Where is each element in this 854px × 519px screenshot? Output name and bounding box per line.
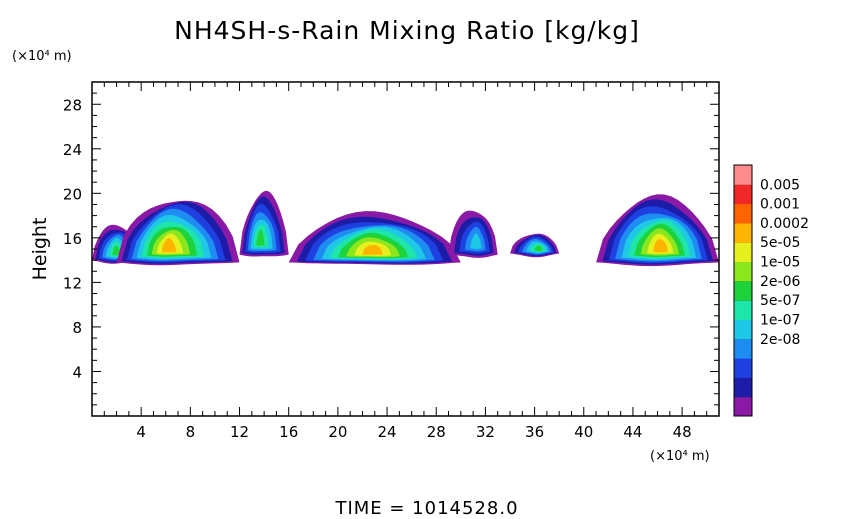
x-tick-label: 28 (427, 423, 446, 441)
colorbar-label: 2e-08 (760, 332, 800, 348)
colorbar-swatch (734, 261, 752, 282)
y-tick-label: 12 (63, 274, 82, 292)
x-tick-label: 8 (186, 423, 196, 441)
cloud-band (596, 194, 719, 267)
colorbar-swatch (734, 300, 752, 320)
contour-level (256, 229, 265, 246)
plot-area (92, 190, 719, 267)
x-tick-label: 36 (525, 423, 544, 441)
colorbar-swatch (734, 184, 752, 205)
y-axis-unit: (×10⁴ m) (12, 49, 72, 64)
colorbar: 0.005 0.001 0.0002 5e-05 1e-05 2e-06 5e-07 1e-0… (733, 164, 809, 417)
colorbar-label: 0.001 (760, 197, 800, 213)
x-tick-label: 4 (136, 423, 146, 441)
x-tick-label: 12 (230, 423, 249, 441)
x-tick-label: 44 (623, 423, 642, 441)
y-axis-ticks: 4 8 12 16 20 24 28 (63, 92, 719, 406)
colorbar-swatch (734, 338, 752, 359)
x-tick-label: 20 (328, 423, 347, 441)
y-tick-label: 20 (63, 185, 82, 203)
colorbar-label: 0.005 (760, 177, 800, 193)
colorbar-frame (733, 164, 753, 417)
x-axis-ticks: 4 8 12 16 20 24 28 32 36 40 44 48 (103, 82, 708, 441)
cloud-band (239, 190, 289, 257)
colorbar-swatch (734, 377, 752, 398)
cloud-band (288, 211, 461, 265)
cloud-band (448, 210, 498, 258)
y-axis-label: Height (29, 218, 51, 281)
y-tick-label: 16 (63, 230, 82, 248)
y-tick-label: 8 (72, 319, 82, 337)
colorbar-label: 5e-07 (760, 293, 800, 309)
y-tick-label: 24 (63, 141, 82, 159)
x-tick-label: 48 (673, 423, 692, 441)
colorbar-swatch (734, 242, 752, 262)
colorbar-label: 0.0002 (760, 216, 809, 232)
cloud-band (510, 233, 560, 258)
cloud-band (116, 200, 240, 266)
contour-level (161, 238, 177, 253)
contour-level (653, 239, 668, 253)
colorbar-swatch (734, 165, 752, 185)
contour-level (362, 245, 383, 255)
colorbar-swatch (734, 319, 752, 340)
colorbar-swatch (734, 222, 752, 243)
colorbar-swatch (734, 396, 752, 417)
colorbar-label: 1e-07 (760, 313, 800, 329)
x-tick-label: 24 (378, 423, 397, 441)
colorbar-label: 5e-05 (760, 235, 800, 251)
contour-level (534, 245, 543, 252)
chart-title: NH4SH-s-Rain Mixing Ratio [kg/kg] (174, 16, 640, 45)
x-tick-label: 40 (574, 423, 593, 441)
time-footer: TIME = 1014528.0 (334, 498, 518, 519)
y-tick-label: 28 (63, 96, 82, 114)
y-tick-label: 4 (72, 363, 82, 381)
x-tick-label: 32 (476, 423, 495, 441)
colorbar-label: 1e-05 (760, 255, 800, 271)
contour-level (112, 245, 121, 256)
x-tick-label: 16 (279, 423, 298, 441)
plot-frame (91, 81, 720, 417)
x-axis-unit: (×10⁴ m) (650, 449, 710, 464)
colorbar-swatch (734, 203, 752, 224)
colorbar-swatch (734, 280, 752, 301)
colorbar-label: 2e-06 (760, 274, 800, 290)
colorbar-swatch (734, 358, 752, 378)
contour-level (470, 233, 482, 249)
